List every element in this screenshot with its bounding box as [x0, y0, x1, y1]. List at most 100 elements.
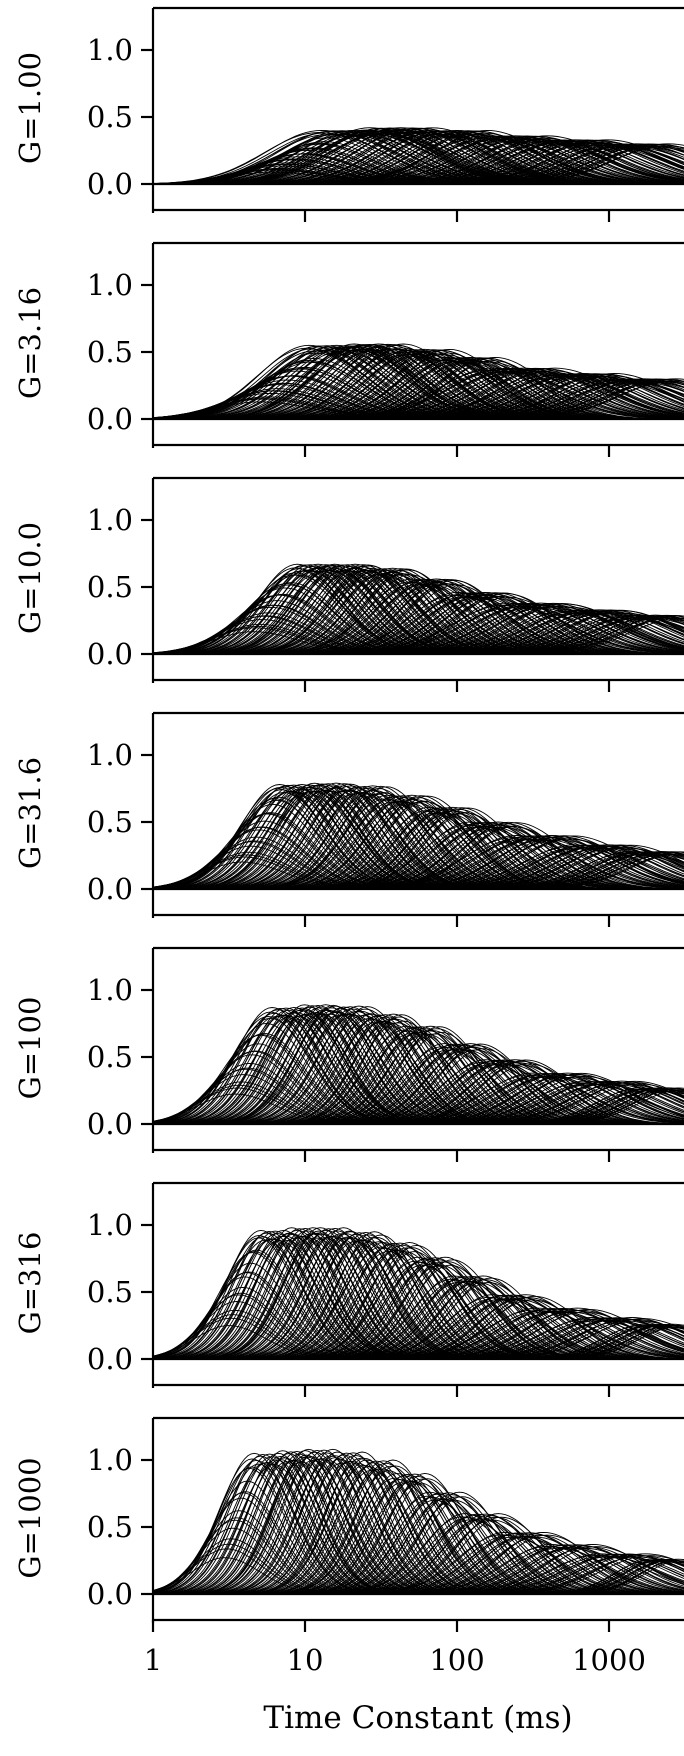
series-line	[422, 1080, 684, 1125]
series-line	[254, 1015, 500, 1125]
series-line	[331, 594, 644, 655]
series-line	[153, 1453, 376, 1594]
series-line	[440, 143, 684, 185]
y-tick-label: 0.5	[87, 335, 133, 369]
series-line	[396, 373, 684, 420]
y-tick-label: 1.0	[87, 1208, 133, 1242]
series-line	[210, 1011, 464, 1125]
y-tick-label: 0.0	[87, 637, 133, 671]
series-line	[283, 1475, 526, 1595]
series-line	[512, 1323, 684, 1360]
series-line	[501, 614, 684, 655]
series-line	[353, 1279, 618, 1360]
series-line	[200, 1007, 439, 1125]
x-axis-title: Time Constant (ms)	[263, 1700, 572, 1736]
series-line	[560, 1558, 684, 1595]
series-line	[401, 1307, 684, 1360]
series-line	[249, 794, 525, 890]
curve-family	[153, 127, 684, 185]
series-line	[406, 1547, 684, 1595]
series-line	[407, 844, 684, 890]
series-line	[372, 1309, 684, 1360]
series-line	[208, 1005, 462, 1125]
series-line	[233, 1237, 472, 1360]
series-line	[402, 1546, 684, 1595]
series-line	[255, 1462, 492, 1594]
series-line	[202, 1013, 441, 1125]
series-line	[280, 1030, 537, 1125]
series-line	[344, 826, 642, 890]
series-line	[457, 379, 684, 420]
series-line	[300, 808, 571, 890]
series-line	[406, 1072, 684, 1125]
panel-label: G=31.6	[13, 757, 47, 869]
y-tick-label: 0.0	[87, 1342, 133, 1376]
series-line	[480, 1318, 684, 1360]
y-tick-label: 0.5	[87, 570, 133, 604]
series-line	[445, 1080, 684, 1125]
series-line	[316, 1044, 586, 1125]
series-line	[260, 571, 529, 655]
series-line	[186, 1228, 413, 1359]
series-line	[317, 806, 588, 890]
y-tick-label: 1.0	[87, 503, 133, 537]
series-line	[153, 1236, 379, 1359]
panel-g-1-00: 0.0 0.5 1.0 G=1.00	[13, 6, 684, 222]
panel-label: G=100	[13, 997, 47, 1100]
series-line	[429, 609, 684, 655]
series-line	[436, 1546, 684, 1595]
series-line	[369, 835, 684, 890]
series-line	[342, 1059, 629, 1125]
series-line	[210, 787, 466, 890]
series-line	[244, 1239, 483, 1360]
series-line	[518, 1087, 684, 1125]
series-line	[466, 378, 684, 420]
series-line	[380, 1535, 671, 1595]
y-tick-label: 0.5	[87, 1040, 133, 1074]
series-line	[398, 1531, 684, 1595]
series-line	[418, 609, 684, 655]
series-line	[395, 139, 684, 185]
series-line	[512, 615, 684, 655]
series-line	[541, 1089, 684, 1125]
series-line	[153, 1016, 393, 1124]
series-line	[485, 851, 684, 890]
series-line	[343, 1513, 611, 1595]
series-line	[468, 1081, 684, 1125]
series-line	[416, 1307, 684, 1360]
series-line	[374, 1062, 661, 1125]
series-line	[458, 1080, 684, 1125]
series-line	[379, 1310, 684, 1360]
series-line	[428, 844, 684, 890]
series-line	[457, 1553, 684, 1595]
series-line	[425, 1082, 684, 1125]
series-line	[257, 1236, 496, 1360]
series-line	[516, 851, 684, 890]
series-line	[421, 1547, 684, 1595]
series-line	[184, 1229, 411, 1359]
series-line	[232, 1452, 461, 1594]
series-line	[153, 1229, 377, 1359]
series-line	[347, 1279, 613, 1360]
series-line	[403, 835, 684, 890]
series-line	[318, 1261, 576, 1360]
y-tick-label: 0.0	[87, 167, 133, 201]
series-line	[334, 1517, 602, 1595]
series-line	[301, 1478, 544, 1595]
series-line	[407, 139, 684, 185]
series-line	[336, 1043, 605, 1125]
series-line	[462, 145, 684, 185]
series-line	[178, 1009, 422, 1125]
series-line	[548, 1324, 684, 1360]
series-line	[153, 1011, 392, 1124]
series-line	[522, 1323, 684, 1360]
panel-label: G=10.0	[13, 522, 47, 634]
series-line	[164, 1007, 408, 1125]
curve-family	[153, 1004, 684, 1125]
panel-g-1000: 0.0 0.5 1.0 G=1000	[13, 1416, 684, 1632]
series-line	[219, 1448, 446, 1594]
series-line	[227, 1462, 456, 1594]
series-line	[299, 1257, 556, 1360]
series-line	[221, 1013, 475, 1125]
series-line	[409, 609, 684, 655]
